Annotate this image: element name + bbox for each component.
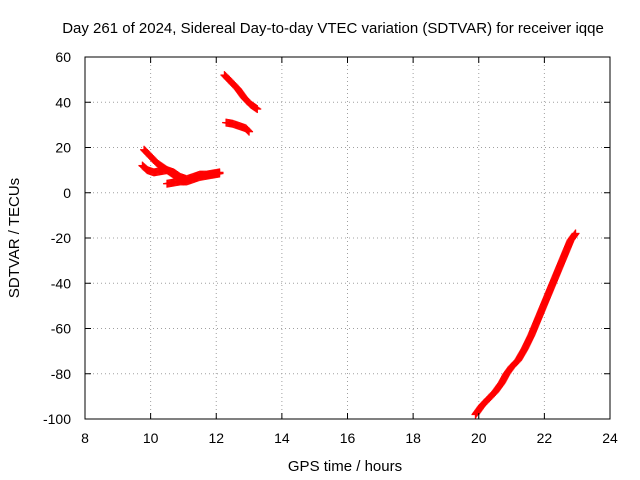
- x-tick-label: 20: [471, 430, 487, 446]
- y-tick-label: 60: [55, 49, 71, 65]
- data-point: [215, 169, 224, 178]
- chart-title: Day 261 of 2024, Sidereal Day-to-day VTE…: [62, 20, 604, 37]
- y-axis-label: SDTVAR / TECUs: [6, 178, 23, 298]
- x-axis-label: GPS time / hours: [288, 458, 402, 475]
- data-point: [244, 126, 253, 135]
- axis-ticks: [84, 56, 611, 420]
- y-tick-label: -40: [51, 275, 71, 291]
- y-tick-label: 20: [55, 140, 71, 156]
- x-tick-label: 24: [602, 430, 618, 446]
- x-tick-label: 22: [537, 430, 553, 446]
- x-tick-labels: 8 10 12 14 16 18 20 22 24: [81, 430, 618, 446]
- data-point: [570, 230, 579, 239]
- x-tick-label: 12: [208, 430, 224, 446]
- data-point: [245, 127, 254, 136]
- y-tick-label: -80: [51, 366, 71, 382]
- data-point: [571, 229, 580, 238]
- y-tick-label: -100: [43, 411, 71, 427]
- y-tick-label: -20: [51, 230, 71, 246]
- x-tick-label: 18: [405, 430, 421, 446]
- data-point: [570, 231, 579, 240]
- y-tick-label: -60: [51, 321, 71, 337]
- data-point: [253, 105, 262, 114]
- y-tick-labels: -100 -80 -60 -40 -20 0 20 40 60: [43, 49, 71, 427]
- data-points: [138, 71, 580, 419]
- x-tick-label: 16: [340, 430, 356, 446]
- x-tick-label: 8: [81, 430, 89, 446]
- x-tick-label: 14: [274, 430, 290, 446]
- y-tick-label: 40: [55, 94, 71, 110]
- grid: [85, 57, 610, 419]
- data-point: [243, 125, 252, 134]
- y-tick-label: 0: [63, 185, 71, 201]
- x-tick-label: 10: [143, 430, 159, 446]
